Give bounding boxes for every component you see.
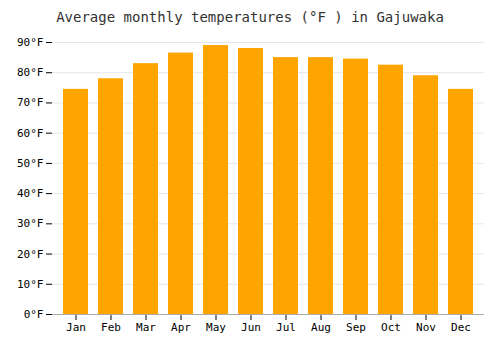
svg-text:Nov: Nov (416, 321, 436, 334)
svg-text:Oct: Oct (381, 321, 401, 334)
svg-text:Jun: Jun (241, 321, 261, 334)
svg-text:50°F: 50°F (17, 157, 44, 170)
svg-text:10°F: 10°F (17, 278, 44, 291)
svg-text:Sep: Sep (346, 321, 366, 334)
svg-text:May: May (206, 321, 226, 334)
svg-text:60°F: 60°F (17, 127, 44, 140)
svg-text:20°F: 20°F (17, 248, 44, 261)
svg-text:90°F: 90°F (17, 36, 44, 49)
svg-text:Jan: Jan (66, 321, 86, 334)
svg-text:Aug: Aug (311, 321, 331, 334)
html-text:Average monthly temperatures (: Average monthly temperatures (°F ) in Ga… (56, 9, 444, 25)
svg-text:70°F: 70°F (17, 96, 44, 109)
svg-text:40°F: 40°F (17, 187, 44, 200)
svg-text:30°F: 30°F (17, 217, 44, 230)
svg-text:Dec: Dec (451, 321, 471, 334)
svg-text:Apr: Apr (171, 321, 191, 334)
svg-text:Jul: Jul (276, 321, 296, 334)
svg-text:80°F: 80°F (17, 66, 44, 79)
svg-text:Mar: Mar (136, 321, 156, 334)
svg-text:0°F: 0°F (24, 308, 44, 321)
svg-text:Feb: Feb (101, 321, 121, 334)
